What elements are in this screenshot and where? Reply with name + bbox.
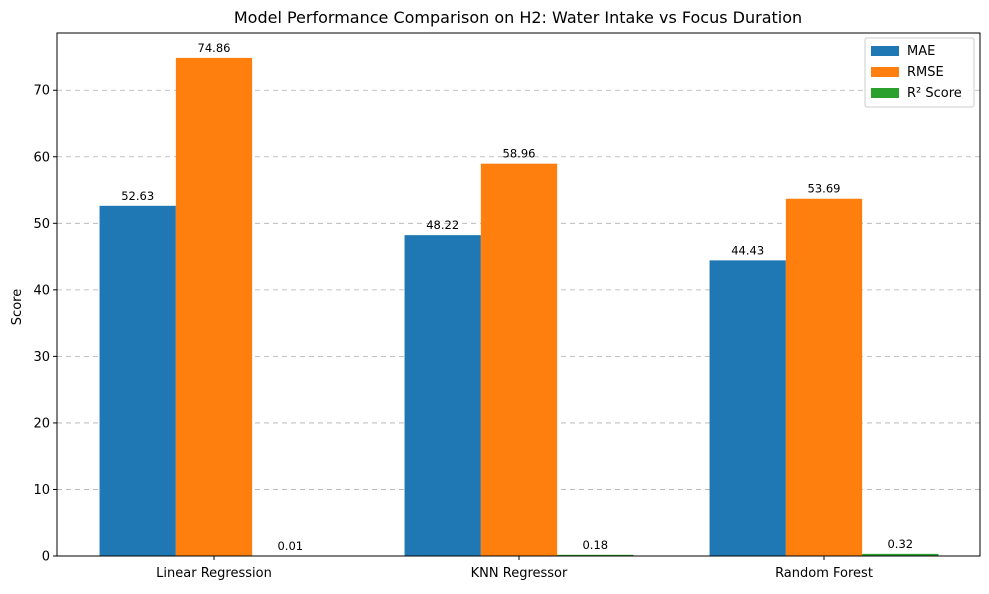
legend: MAE RMSE R² Score bbox=[865, 38, 974, 107]
chart-title: Model Performance Comparison on H2: Wate… bbox=[234, 8, 802, 27]
y-tick-label: 40 bbox=[33, 283, 50, 298]
x-axis-ticks: Linear Regression KNN Regressor Random For… bbox=[156, 556, 873, 581]
legend-entry: RMSE bbox=[907, 65, 944, 80]
legend-swatch bbox=[871, 88, 899, 98]
y-tick-label: 50 bbox=[33, 217, 50, 232]
bar bbox=[786, 199, 862, 556]
bar-value-label: 52.63 bbox=[121, 189, 154, 203]
y-tick-label: 70 bbox=[33, 84, 50, 99]
bar bbox=[176, 58, 252, 556]
x-tick-label: KNN Regressor bbox=[471, 566, 568, 581]
legend-entry: MAE bbox=[907, 44, 935, 59]
y-axis-ticks: 0 10 20 30 40 50 60 70 bbox=[33, 84, 57, 565]
legend-swatch bbox=[871, 67, 899, 77]
y-axis-label: Score bbox=[10, 289, 25, 325]
legend-entry: R² Score bbox=[907, 86, 962, 101]
bar-value-label: 44.43 bbox=[731, 243, 764, 257]
bar-value-label: 0.32 bbox=[887, 537, 913, 551]
y-tick-label: 0 bbox=[42, 550, 50, 565]
bar bbox=[710, 260, 786, 556]
bar-value-label: 0.01 bbox=[277, 539, 303, 553]
bar-value-label: 0.18 bbox=[582, 538, 608, 552]
y-tick-label: 10 bbox=[33, 483, 50, 498]
bar-value-label: 74.86 bbox=[198, 41, 231, 55]
y-tick-label: 20 bbox=[33, 416, 50, 431]
y-tick-label: 30 bbox=[33, 350, 50, 365]
bar-value-label: 53.69 bbox=[808, 182, 841, 196]
bar-value-label: 48.22 bbox=[426, 218, 459, 232]
x-tick-label: Random Forest bbox=[775, 566, 873, 581]
x-tick-label: Linear Regression bbox=[156, 566, 272, 581]
bar bbox=[100, 206, 176, 556]
bar bbox=[481, 164, 557, 556]
bar-value-label: 58.96 bbox=[503, 147, 536, 161]
bars bbox=[100, 58, 939, 556]
y-tick-label: 60 bbox=[33, 150, 50, 165]
legend-swatch bbox=[871, 46, 899, 56]
bar bbox=[405, 235, 481, 556]
